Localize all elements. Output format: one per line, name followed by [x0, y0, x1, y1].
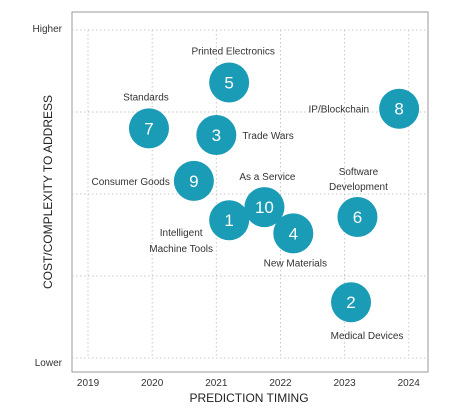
- bubble-number: 9: [189, 172, 198, 191]
- point-label: IP/Blockchain: [309, 105, 370, 116]
- y-tick-lower: Lower: [35, 358, 63, 369]
- point-labels: Intelligent Machine Tools Medical Devices T…: [91, 46, 403, 342]
- bubble-marker: [209, 200, 250, 241]
- x-tick-labels: 2019 2020 2021 2022 2023 2024: [77, 378, 420, 389]
- point-label: Standards: [123, 92, 169, 103]
- bubble-marker: [209, 62, 250, 103]
- bubble-number: 3: [212, 126, 221, 145]
- point-label: Software Development: [329, 167, 388, 193]
- x-tick-label: 2019: [77, 378, 100, 389]
- point-label: Intelligent Machine Tools: [149, 228, 213, 255]
- bubble-marker: [173, 160, 214, 201]
- x-tick-label: 2024: [398, 378, 421, 389]
- point-label: Printed Electronics: [191, 46, 274, 57]
- y-axis-label: COST/COMPLEXITY TO ADDRESS: [41, 95, 55, 289]
- y-tick-higher: Higher: [33, 24, 63, 35]
- bubble-number: 6: [353, 208, 362, 227]
- bubble-marker: [128, 108, 169, 149]
- point-label: New Materials: [264, 258, 327, 269]
- bubble-number: 1: [224, 211, 233, 230]
- point-label: Trade Wars: [242, 131, 294, 142]
- point-label: Medical Devices: [331, 331, 404, 342]
- x-tick-label: 2020: [141, 378, 164, 389]
- bubble-marker: [337, 196, 378, 237]
- bubble-marker: [273, 213, 314, 254]
- grid-lines: [72, 29, 428, 359]
- x-axis-label: PREDICTION TIMING: [189, 391, 308, 405]
- bubble-marker: [244, 187, 285, 228]
- bubble-marker: [379, 88, 420, 129]
- bubble-marker: [331, 282, 372, 323]
- x-tick-label: 2022: [269, 378, 292, 389]
- bubble-number: 8: [394, 100, 403, 119]
- bubble-number: 7: [144, 119, 153, 138]
- x-tick-label: 2023: [333, 378, 356, 389]
- plot-frame: [71, 11, 429, 373]
- point-label: As a Service: [239, 172, 296, 183]
- bubble-number: 4: [289, 224, 298, 243]
- bubbles: 1 2 3 4 5 6 7 8 9 10: [128, 62, 420, 323]
- bubble-number: 10: [255, 198, 274, 217]
- bubble-number: 5: [224, 73, 233, 92]
- bubble-marker: [196, 114, 237, 155]
- point-label: Consumer Goods: [91, 177, 169, 188]
- bubble-number: 2: [346, 293, 355, 312]
- x-tick-label: 2021: [205, 378, 228, 389]
